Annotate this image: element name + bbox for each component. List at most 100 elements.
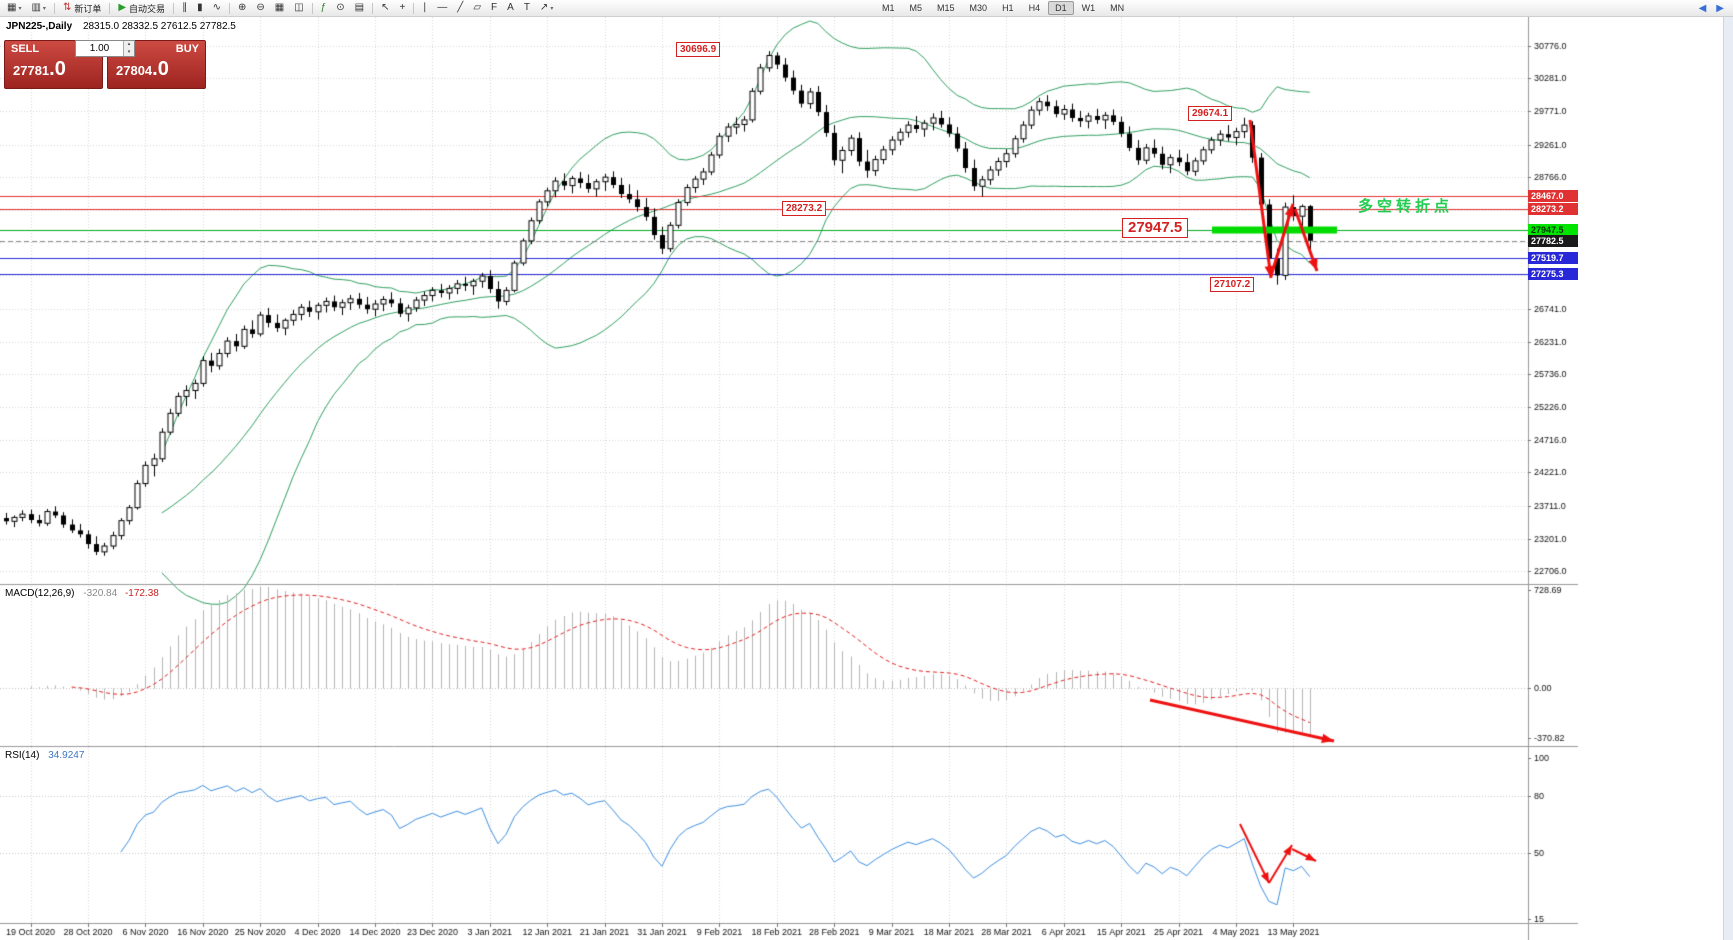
grid-icon: ▦	[274, 2, 285, 13]
timeframe-m15[interactable]: M15	[937, 3, 955, 13]
caret-down-icon: ▾	[18, 5, 22, 12]
sell-price-dec: .0	[49, 58, 66, 80]
equidistant-channel-icon: ▱	[473, 2, 482, 13]
toolbar-right: ◀ ▶	[1694, 1, 1729, 16]
spin-down-icon[interactable]: ▾	[124, 48, 134, 56]
price-callout: 27107.2	[1210, 277, 1255, 292]
auto-trading-button[interactable]: ▶ 自动交易	[114, 1, 169, 16]
trendline-icon: ╱	[457, 2, 464, 13]
equidistant-channel-icon[interactable]: ▱	[469, 1, 485, 16]
price-callout: 27947.5	[1122, 218, 1189, 238]
timeframe-m5[interactable]: M5	[909, 3, 923, 13]
templates-icon: ▤	[354, 2, 365, 13]
sell-price: 27781.0	[13, 58, 66, 81]
buy-price-main: 27804	[116, 63, 153, 78]
indicators-icon: ƒ	[320, 2, 327, 13]
line-chart-icon[interactable]: ∿	[209, 1, 225, 16]
volume-value: 1.00	[89, 43, 110, 54]
vertical-scrollbar[interactable]	[1723, 17, 1733, 940]
price-line-badge: 28273.2	[1528, 202, 1578, 215]
tile-windows-icon[interactable]: ◫	[290, 1, 307, 16]
trendline-icon[interactable]: ╱	[453, 1, 467, 16]
timeframe-m1[interactable]: M1	[882, 3, 895, 13]
candlestick-chart-icon[interactable]: ▮	[193, 1, 207, 16]
rsi-value: 34.9247	[48, 750, 85, 761]
rsi-label: RSI(14)	[5, 750, 40, 761]
fibonacci-icon: F	[491, 2, 498, 13]
zoom-out-icon: ⊖	[256, 2, 265, 13]
zoom-out-icon[interactable]: ⊖	[252, 1, 268, 16]
chart-ohlc-values: 28315.0 28332.5 27612.5 27782.5	[82, 21, 236, 32]
bar-chart-icon[interactable]: ∥	[178, 1, 191, 16]
price-callout: 30696.9	[676, 42, 721, 57]
horizontal-line-icon: ―	[437, 2, 448, 13]
timeframe-h1[interactable]: H1	[1002, 3, 1014, 13]
buy-button[interactable]: BUY 27804.0	[107, 40, 206, 89]
price-line-badge: 27782.5	[1528, 234, 1578, 247]
price-line-badge: 28467.0	[1528, 190, 1578, 203]
timeframe-toolbar: M1 M5 M15 M30 H1 H4 D1 W1 MN	[875, 1, 1132, 16]
buy-price: 27804.0	[116, 58, 169, 81]
arrows-icon[interactable]: ↗ ▾	[536, 1, 557, 16]
toolbar-separator	[228, 2, 230, 14]
timeframe-h4[interactable]: H4	[1028, 3, 1041, 13]
timeframe-mn[interactable]: MN	[1110, 3, 1125, 13]
text-label-icon[interactable]: T	[520, 1, 534, 16]
new-chart-icon[interactable]: ▦ ▾	[3, 1, 25, 16]
vertical-line-icon: ∣	[422, 2, 428, 13]
chart-canvas[interactable]	[0, 17, 1733, 940]
cursor-icon[interactable]: ↖	[377, 1, 393, 16]
auto-trading-button-label: 自动交易	[129, 3, 166, 14]
macd-label: MACD(12,26,9)	[5, 588, 75, 599]
zoom-in-icon: ⊕	[237, 2, 247, 13]
vertical-line-icon[interactable]: ∣	[418, 1, 431, 16]
tile-windows-icon: ◫	[294, 2, 304, 13]
new-order-button: ⇅	[62, 2, 72, 13]
crosshair-icon[interactable]: +	[395, 1, 409, 16]
timeframe-m30[interactable]: M30	[969, 3, 988, 13]
scroll-charts-right-icon: ▶	[1716, 2, 1724, 14]
timeframe-d1[interactable]: D1	[1048, 1, 1074, 15]
volume-input[interactable]: 1.00 ▴ ▾	[75, 40, 135, 57]
scroll-charts-left-icon[interactable]: ◀	[1695, 1, 1711, 16]
caret-down-icon: ▾	[42, 5, 46, 12]
price-line-badge: 27947.5	[1528, 224, 1578, 236]
new-order-button-label: 新订单	[74, 3, 102, 14]
auto-trading-button: ▶	[118, 2, 127, 13]
macd-value: -320.84	[83, 588, 118, 599]
chart-profiles-icon[interactable]: ▥ ▾	[27, 1, 49, 16]
text-icon[interactable]: A	[503, 1, 518, 16]
indicators-icon[interactable]: ƒ	[317, 1, 331, 16]
rsi-header: RSI(14) 34.9247	[5, 750, 84, 761]
macd-header: MACD(12,26,9) -320.84 -172.38	[5, 588, 159, 599]
toolbar-separator	[372, 2, 374, 14]
crosshair-icon: +	[399, 2, 406, 13]
period-icon[interactable]: ⊙	[332, 1, 348, 16]
templates-icon[interactable]: ▤	[351, 1, 368, 16]
text-label-icon: T	[523, 2, 530, 13]
toolbar-separator	[109, 2, 111, 14]
timeframe-w1[interactable]: W1	[1081, 3, 1096, 13]
volume-spinner[interactable]: ▴ ▾	[123, 41, 134, 56]
spin-up-icon[interactable]: ▴	[124, 41, 134, 49]
caret-down-icon: ▾	[550, 5, 554, 12]
toolbar-separator	[53, 2, 55, 14]
line-chart-icon: ∿	[212, 2, 221, 13]
scroll-charts-right-icon[interactable]: ▶	[1712, 1, 1728, 16]
chart-header: JPN225-,Daily 28315.0 28332.5 27612.5 27…	[6, 21, 236, 32]
zoom-in-icon[interactable]: ⊕	[234, 1, 250, 16]
sell-price-main: 27781	[13, 63, 50, 78]
toolbar-separator	[413, 2, 415, 14]
chart-profiles-icon: ▥	[31, 2, 41, 13]
chart-symbol-period: JPN225-,Daily	[6, 21, 73, 32]
toolbar: ▦ ▾ ▥ ▾ ⇅ 新订单 ▶ 自动交易 ∥ ▮ ∿ ⊕ ⊖ ▦ ◫ ƒ ⊙ ▤ ↖ + ∣ ― ╱ ▱ F A T ↗ ▾ M1 M5 M…	[0, 0, 1733, 17]
new-order-button[interactable]: ⇅ 新订单	[59, 1, 105, 16]
new-chart-icon: ▦	[7, 2, 17, 13]
grid-icon[interactable]: ▦	[271, 1, 288, 16]
cursor-icon: ↖	[381, 2, 390, 13]
period-icon: ⊙	[336, 2, 345, 13]
price-line-badge: 27519.7	[1528, 251, 1578, 264]
fibonacci-icon[interactable]: F	[487, 1, 501, 16]
scroll-charts-left-icon: ◀	[1698, 2, 1707, 14]
horizontal-line-icon[interactable]: ―	[433, 1, 451, 16]
